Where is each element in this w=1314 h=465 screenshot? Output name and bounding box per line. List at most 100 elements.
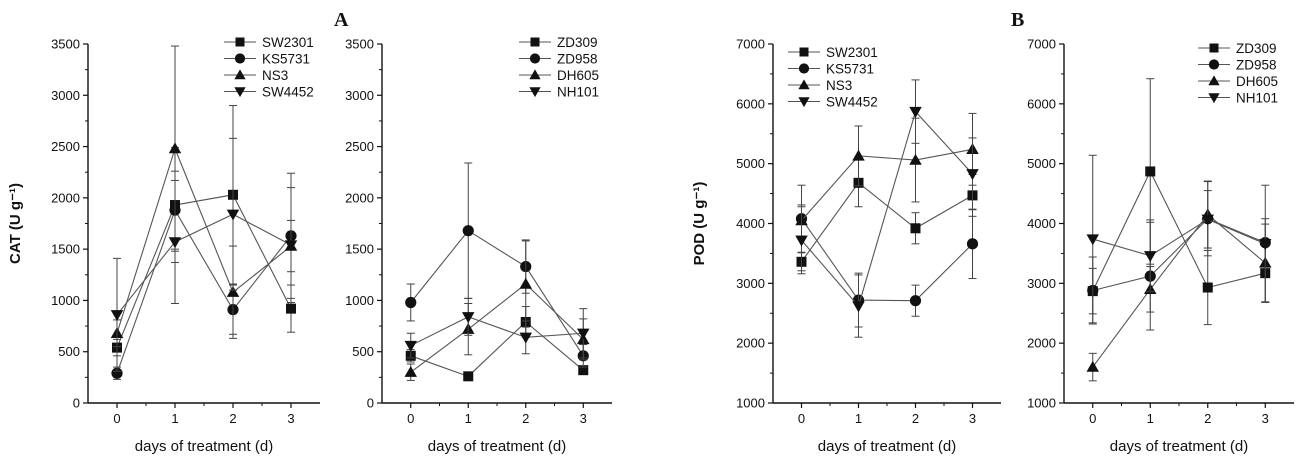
y-tick-label: 6000 [1027, 96, 1056, 111]
legend-marker [798, 97, 810, 108]
legend-label: DH605 [1236, 74, 1278, 89]
x-tick-label: 1 [1147, 411, 1154, 426]
legend-label: NS3 [262, 68, 288, 83]
y-tick-label: 4000 [736, 216, 765, 231]
y-tick-label: 3000 [736, 276, 765, 291]
x-tick-label: 1 [465, 411, 472, 426]
legend-marker [529, 87, 541, 98]
series-line [1092, 218, 1266, 292]
legend-label: NH101 [557, 85, 599, 100]
y-tick-label: 500 [58, 344, 80, 359]
y-tick-label: 3000 [1027, 276, 1056, 291]
series-nh101 [404, 297, 590, 359]
y-tick-label: 0 [73, 396, 80, 411]
series-line [116, 213, 292, 316]
chart-panel-b-left: 1000 2000 3000 4000 5000 6000 7000 0 1 2 3 days of … [691, 37, 1001, 455]
y-axis-title: CAT (U g⁻¹) [7, 183, 24, 264]
y-tick-label: 3500 [345, 37, 374, 52]
data-point [578, 365, 589, 376]
legend-label: SW2301 [826, 45, 878, 60]
series-dh605 [404, 240, 590, 381]
data-point [284, 240, 298, 252]
y-tick-label: 0 [367, 396, 374, 411]
data-point [226, 285, 240, 297]
x-tick-label: 1 [171, 411, 178, 426]
legend-label: SW4452 [262, 85, 314, 100]
series-sw2301 [796, 158, 978, 272]
series-line [1092, 170, 1266, 292]
series-line [801, 110, 973, 308]
y-tick-label: 2000 [51, 190, 80, 205]
legend-label: ZD309 [557, 35, 598, 50]
chart-panel-a-left: 0 500 1000 1500 2000 2500 3000 3500 0 1 2 3 days of … [7, 35, 320, 455]
data-point [1145, 166, 1156, 177]
series-ks5731 [111, 170, 297, 380]
y-tick-label: 2000 [1027, 336, 1056, 351]
data-point [795, 235, 808, 247]
y-tick-label: 2000 [345, 190, 374, 205]
data-point [1201, 214, 1214, 226]
legend-marker [529, 69, 541, 80]
legend-marker [234, 87, 246, 98]
y-tick-label: 500 [352, 344, 374, 359]
data-point [577, 328, 590, 340]
series-nh101 [1086, 154, 1272, 324]
legend-marker [1208, 93, 1220, 104]
series-line [801, 182, 973, 263]
y-tick-label: 6000 [736, 96, 765, 111]
series-line [410, 321, 584, 377]
legend-marker [1209, 43, 1219, 53]
y-tick-label: 2000 [736, 336, 765, 351]
x-tick-label: 2 [912, 411, 919, 426]
y-tick-label: 1000 [51, 293, 80, 308]
legend-marker [235, 37, 245, 47]
data-point [1144, 251, 1157, 263]
y-tick-label: 3000 [51, 88, 80, 103]
data-point [463, 371, 474, 382]
data-point [519, 277, 532, 289]
y-tick-label: 1000 [736, 396, 765, 411]
x-tick-label: 3 [969, 411, 976, 426]
data-point [111, 367, 123, 379]
data-point [852, 149, 865, 161]
y-tick-label: 5000 [1027, 156, 1056, 171]
series-ks5731 [795, 184, 979, 328]
series-line [116, 194, 292, 348]
data-point [462, 312, 475, 324]
y-tick-label: 1000 [1027, 396, 1056, 411]
data-point [168, 237, 182, 249]
legend-marker [530, 37, 540, 47]
data-point [966, 238, 979, 250]
legend-label: ZD958 [557, 52, 598, 67]
series-zd958 [405, 162, 589, 368]
x-tick-label: 0 [113, 411, 120, 426]
data-point [1259, 239, 1272, 251]
y-tick-label: 2500 [345, 139, 374, 154]
data-point [226, 209, 240, 221]
series-ns3 [795, 112, 979, 237]
x-tick-label: 0 [1089, 411, 1096, 426]
series-line [410, 283, 584, 373]
y-tick-label: 1500 [51, 242, 80, 257]
legend-marker [234, 69, 246, 80]
data-point [1086, 360, 1099, 372]
data-point [168, 142, 182, 154]
series-zd309 [1087, 78, 1271, 326]
data-point [909, 295, 922, 307]
x-axis-title: days of treatment (d) [428, 438, 566, 455]
data-point [909, 106, 922, 118]
legend-label: NH101 [1236, 91, 1278, 106]
y-tick-label: 3000 [345, 88, 374, 103]
data-point [1202, 282, 1213, 293]
y-tick-label: 7000 [736, 37, 765, 52]
series-line [1092, 218, 1266, 257]
data-point [909, 153, 922, 165]
legend-label: ZD309 [1236, 41, 1277, 56]
series-line [410, 229, 584, 357]
series-sw4452 [795, 79, 979, 338]
legend-label: KS5731 [826, 62, 874, 77]
data-point [404, 340, 417, 352]
panel-letter-b: B [1011, 9, 1024, 31]
series-zd958 [1087, 181, 1271, 331]
